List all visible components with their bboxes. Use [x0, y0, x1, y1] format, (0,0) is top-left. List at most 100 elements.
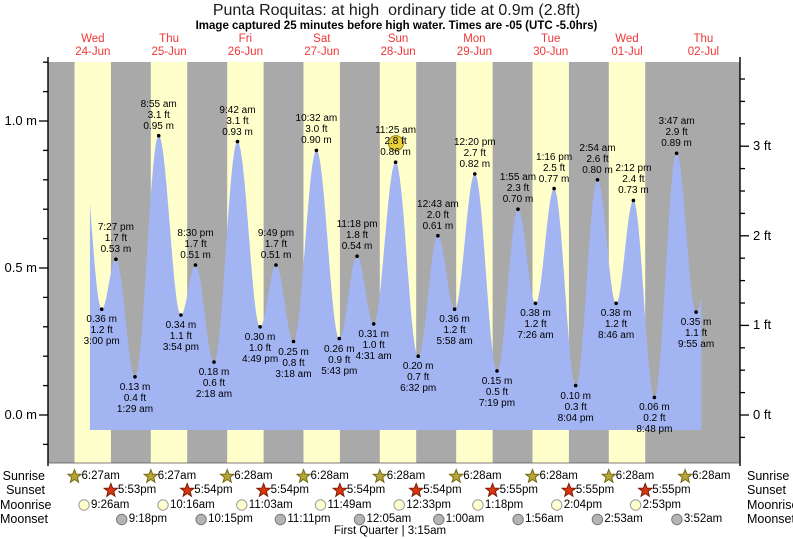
- tide-label-line: 11:25 am: [375, 125, 417, 137]
- tide-label-line: 1.8 ft: [345, 230, 369, 242]
- tide-label-line: 1.1 ft: [169, 331, 193, 342]
- right-axis-label: 3 ft: [753, 138, 772, 154]
- tide-label-line: 0.20 m: [402, 361, 434, 373]
- tide-label-line: 0.2 ft: [643, 413, 666, 425]
- tide-label-line: 9:55 am: [678, 339, 715, 351]
- tide-label-low: 0.36 m 1.2 ft 5:58 am: [415, 314, 495, 347]
- tide-extreme-dot: [212, 360, 216, 364]
- tide-label-low: 0.15 m 0.5 ft 7:19 pm: [457, 376, 537, 409]
- sunset-icon: [408, 482, 425, 498]
- tide-label-line: 0.51 m: [260, 250, 292, 262]
- moonset-row-label-right: Moonset: [747, 512, 793, 526]
- moonset-time: 1:00am: [445, 513, 485, 525]
- tide-label-line: 0.51 m: [180, 250, 211, 262]
- right-axis-label: 0 ft: [753, 407, 772, 422]
- tide-label-line: 1.7 ft: [104, 233, 128, 245]
- tide-label-line: 9:42 am: [219, 104, 256, 116]
- tide-label-low: 0.18 m 0.6 ft 2:18 am: [174, 367, 254, 400]
- tide-extreme-dot: [436, 233, 440, 238]
- sunset-time: 5:55pm: [499, 484, 538, 496]
- day-label: Wed 01-Jul: [593, 33, 661, 58]
- sunset-icon: [560, 482, 577, 498]
- moonrise-time: 9:26am: [91, 498, 130, 511]
- tide-label-line: 0.10 m: [560, 390, 591, 402]
- tide-label-low: 0.36 m 1.2 ft 3:00 pm: [62, 314, 142, 347]
- sunset-icon: [179, 482, 196, 498]
- sunrise-icon: [677, 468, 694, 484]
- sunrise-icon: [371, 468, 388, 484]
- day-name: Wed: [81, 33, 105, 45]
- sunset-icon: [637, 482, 654, 498]
- tide-label-line: 0.73 m: [618, 185, 649, 197]
- sunrise-time: 6:28am: [234, 470, 273, 482]
- tide-extreme-dot: [631, 198, 636, 203]
- tide-extreme-dot: [235, 139, 240, 144]
- tide-label-line: 12:20 pm: [453, 136, 496, 148]
- tide-extreme-dot: [416, 354, 421, 359]
- tide-label-line: 3:47 am: [658, 116, 695, 128]
- tide-extreme-dot: [614, 301, 618, 306]
- tide-label-high: 12:43 am 2.0 ft 0.61 m: [398, 199, 478, 232]
- day-name: Thu: [159, 33, 179, 45]
- day-name: Wed: [615, 33, 639, 45]
- tide-label-line: 0.06 m: [639, 402, 670, 414]
- tide-label-line: 1:29 am: [116, 403, 154, 415]
- day-date: 28-Jun: [380, 45, 416, 58]
- tide-label-line: 0.70 m: [502, 194, 534, 206]
- tide-label-line: 0.36 m: [439, 314, 470, 326]
- tide-label-line: 2.7 ft: [463, 147, 486, 159]
- sunrise-icon: [295, 468, 312, 484]
- tide-label-line: 1.2 ft: [90, 325, 113, 337]
- tide-label-line: 0.86 m: [380, 147, 411, 159]
- tide-label-line: 0.25 m: [278, 346, 309, 358]
- tide-label-high: 1:16 pm 2.5 ft 0.77 m: [514, 152, 594, 185]
- tide-label-line: 2.3 ft: [506, 183, 530, 195]
- tide-label-line: 1.7 ft: [264, 239, 288, 251]
- moonset-time: 1:56am: [525, 513, 564, 525]
- tide-label-high: 11:18 pm 1.8 ft 0.54 m: [317, 219, 397, 252]
- tide-extreme-dot: [495, 369, 499, 373]
- tide-label-line: 0.8 ft: [282, 357, 305, 369]
- tide-label-high: 3:47 am 2.9 ft 0.89 m: [637, 116, 717, 149]
- sunset-time: 5:54pm: [346, 484, 386, 496]
- tide-label-line: 0.3 ft: [564, 401, 587, 413]
- tide-extreme-dot: [314, 148, 319, 153]
- tide-label-line: 2.5 ft: [542, 162, 566, 174]
- moonset-icon: [274, 513, 287, 526]
- tide-label-high: 2:54 am 2.6 ft 0.80 m: [558, 143, 638, 176]
- tide-curve: [89, 135, 702, 430]
- sunset-time: 5:55pm: [652, 484, 691, 496]
- moonrise-icon: [393, 499, 405, 511]
- tide-extreme-dot: [258, 325, 262, 329]
- moonset-icon: [433, 513, 445, 526]
- tide-label-line: 1:55 am: [499, 172, 537, 184]
- moonrise-time: 12:33pm: [406, 498, 451, 511]
- tide-label-high: 7:27 pm 1.7 ft 0.53 m: [76, 222, 156, 255]
- sunrise-time: 6:27am: [157, 470, 197, 482]
- tide-label-line: 6:32 pm: [400, 383, 437, 395]
- moonset-time: 12:05am: [366, 513, 412, 525]
- tide-extreme-dot: [473, 172, 477, 176]
- sunset-row-label-right: Sunset: [747, 483, 786, 497]
- sunset-time: 5:53pm: [117, 484, 157, 496]
- tide-label-line: 2.6 ft: [586, 153, 609, 165]
- sunset-time: 5:54pm: [194, 484, 233, 496]
- day-date: 01-Jul: [611, 45, 643, 58]
- sunset-row-label-left: Sunset: [6, 483, 45, 497]
- tide-extreme-dot: [179, 313, 183, 317]
- day-label: Tue 30-Jun: [517, 33, 585, 58]
- first-quarter-moon-icon: [388, 135, 404, 152]
- tide-label-low: 0.06 m 0.2 ft 8:48 pm: [614, 402, 694, 435]
- tide-label-line: 11:18 pm: [336, 219, 378, 231]
- tide-label-low: 0.35 m 1.1 ft 9:55 am: [656, 317, 736, 350]
- tide-extreme-dot: [533, 301, 538, 306]
- tide-label-low: 0.20 m 0.7 ft 6:32 pm: [378, 361, 458, 394]
- moonrise-time: 11:49am: [327, 498, 372, 511]
- tide-label-line: 2.0 ft: [426, 209, 450, 221]
- tide-label-line: 3.1 ft: [226, 115, 249, 127]
- sunset-time: 5:54pm: [270, 484, 309, 496]
- moonset-icon: [671, 513, 683, 526]
- tide-extreme-dot: [291, 339, 296, 344]
- right-axis-label: 1 ft: [753, 317, 772, 333]
